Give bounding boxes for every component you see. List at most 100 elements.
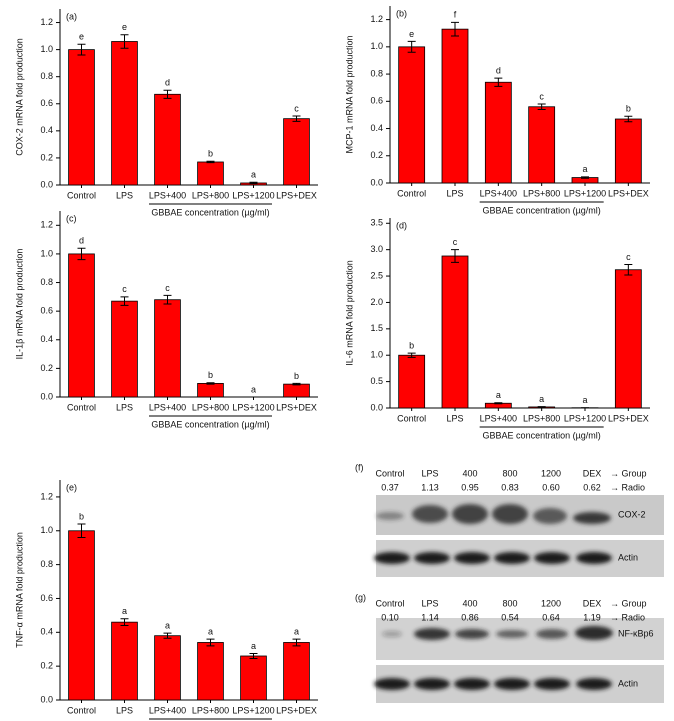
- bar: [484, 81, 512, 184]
- group-label: LPS: [421, 598, 438, 608]
- ratio-label: 0.54: [501, 612, 519, 622]
- significance-letter: c: [453, 237, 458, 247]
- error-bar: [120, 618, 129, 627]
- ratio-label: 1.13: [421, 482, 439, 492]
- bar: [283, 642, 310, 701]
- x-tick-label: Control: [67, 190, 96, 200]
- error-bar: [451, 249, 459, 263]
- bar: [154, 635, 181, 701]
- significance-letter: e: [409, 29, 414, 39]
- y-tick-label: 1.0: [370, 41, 383, 51]
- ratio-label: 0.62: [583, 482, 601, 492]
- group-label: DEX: [583, 598, 602, 608]
- y-tick-label: 0.6: [40, 306, 53, 316]
- error-bar: [249, 652, 258, 660]
- y-tick-label: 0.2: [370, 150, 383, 160]
- error-bar: [77, 43, 86, 56]
- significance-letter: d: [496, 66, 501, 76]
- significance-letter: c: [122, 284, 127, 294]
- x-tick-label: LPS+1200: [564, 413, 606, 423]
- ratio-label: 0.83: [501, 482, 519, 492]
- group-label: 800: [502, 598, 517, 608]
- x-tick-label: LPS+800: [523, 413, 560, 423]
- ratio-label: 0.86: [461, 612, 479, 622]
- error-bar: [292, 638, 301, 647]
- group-label: 400: [462, 598, 477, 608]
- y-tick-label: 0.2: [40, 152, 53, 162]
- y-tick-label: 1.0: [40, 248, 53, 258]
- y-tick-label: 0.4: [40, 334, 53, 344]
- group-label: Control: [375, 468, 404, 478]
- significance-letter: b: [409, 340, 414, 350]
- panel-label: (g): [355, 592, 366, 602]
- x-tick-label: LPS: [116, 190, 133, 200]
- error-bar: [206, 160, 215, 164]
- bar: [197, 383, 224, 398]
- error-bar: [451, 21, 459, 37]
- x-tick-label: LPS: [446, 413, 463, 423]
- group-label: 1200: [541, 598, 561, 608]
- y-tick-label: 1.2: [370, 14, 383, 24]
- panel-label: (e): [66, 482, 77, 492]
- y-tick-label: 1.2: [40, 220, 53, 230]
- x-tick-label: LPS: [116, 705, 133, 715]
- significance-letter: a: [582, 395, 587, 405]
- panel-label: (d): [396, 220, 407, 230]
- significance-letter: b: [79, 511, 84, 521]
- error-bar: [120, 34, 129, 49]
- y-tick-label: 1.2: [40, 17, 53, 27]
- error-bar: [163, 294, 172, 305]
- x-tick-label: LPS+1200: [232, 190, 274, 200]
- bar: [614, 118, 642, 184]
- error-bar: [537, 103, 546, 110]
- y-tick-label: 1.0: [370, 350, 383, 360]
- x-tick-label: Control: [397, 413, 426, 423]
- group-label: 1200: [541, 468, 561, 478]
- y-tick-label: 2.0: [370, 297, 383, 307]
- ratio-label: 0.64: [542, 612, 560, 622]
- error-bar: [581, 176, 589, 179]
- error-bar: [292, 115, 301, 122]
- group-caption: → Group: [610, 468, 647, 478]
- significance-letter: b: [626, 104, 631, 114]
- bar: [111, 41, 138, 186]
- bar: [614, 269, 642, 409]
- y-tick-label: 1.0: [40, 525, 53, 535]
- x-tick-label: LPS+800: [192, 190, 229, 200]
- significance-letter: b: [208, 370, 213, 380]
- bar: [283, 118, 310, 186]
- group-label: DEX: [583, 468, 602, 478]
- ratio-caption: → Radio: [610, 482, 645, 492]
- x-tick-label: LPS: [446, 188, 463, 198]
- band-label: Actin: [618, 678, 638, 688]
- y-tick-label: 0.5: [370, 376, 383, 386]
- panel-label: (b): [396, 8, 407, 18]
- group-label: 400: [462, 468, 477, 478]
- y-tick-label: 1.5: [370, 323, 383, 333]
- y-tick-label: 0.4: [370, 123, 383, 133]
- significance-letter: b: [294, 371, 299, 381]
- significance-letter: c: [165, 283, 170, 293]
- ratio-label: 0.37: [381, 482, 399, 492]
- error-bar: [624, 115, 633, 123]
- x-tick-label: LPS+400: [480, 188, 517, 198]
- band-label: NF-κBp6: [618, 628, 654, 638]
- significance-letter: d: [79, 236, 84, 246]
- bar: [528, 106, 556, 184]
- ratio-caption: → Radio: [610, 612, 645, 622]
- y-tick-label: 0.6: [40, 98, 53, 108]
- significance-letter: a: [582, 164, 587, 174]
- y-tick-label: 0.0: [40, 391, 53, 401]
- significance-letter: a: [294, 626, 299, 636]
- significance-letter: d: [165, 78, 170, 88]
- bar: [441, 28, 469, 184]
- y-tick-label: 0.0: [40, 694, 53, 704]
- y-tick-label: 3.0: [370, 244, 383, 254]
- ratio-label: 0.10: [381, 612, 399, 622]
- x-tick-label: LPS+1200: [232, 402, 274, 412]
- x-tick-label: LPS+DEX: [276, 402, 317, 412]
- bar: [283, 383, 310, 398]
- x-tick-label: LPS+800: [523, 188, 560, 198]
- significance-letter: a: [208, 626, 213, 636]
- group-label: 800: [502, 468, 517, 478]
